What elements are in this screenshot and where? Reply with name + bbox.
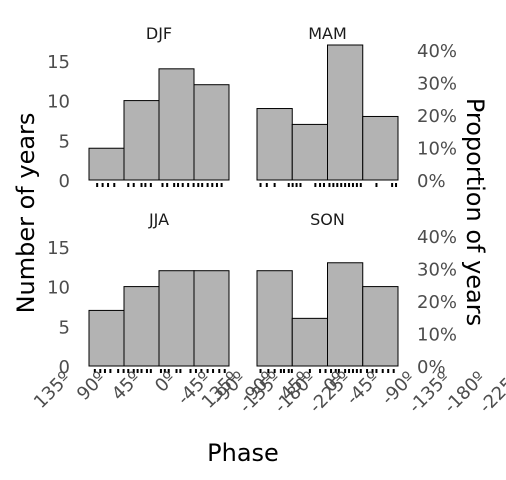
histogram-bar	[362, 115, 399, 181]
y2-tick-label: 20%	[417, 292, 457, 313]
y-axis-title-right: Proportion of years	[461, 98, 489, 326]
panel-title: MAM	[308, 24, 347, 43]
y-tick-label: 5	[59, 131, 70, 152]
histogram-bar	[362, 286, 399, 367]
y2-tick-label: 0%	[417, 357, 446, 378]
y-tick-label: 15	[47, 52, 70, 73]
panel-jja: JJA	[88, 210, 230, 373]
histogram-bar	[291, 123, 328, 181]
histogram-bar	[256, 108, 293, 181]
y-tick-label: 10	[47, 278, 70, 299]
panel-djf: DJF	[88, 24, 230, 187]
histogram-bar	[123, 100, 160, 181]
histogram-bar	[88, 309, 125, 367]
panel-mam: MAM	[256, 24, 399, 187]
y2-tick-label: 30%	[417, 259, 457, 280]
y2-tick-label: 30%	[417, 73, 457, 94]
y2-tick-label: 10%	[417, 324, 457, 345]
histogram-bar	[193, 270, 230, 367]
facet-panels: DJF MAM JJA SON 0 5 10 15 0 5 10 15 0% 10% 20% 30% 40% 0%…	[30, 24, 506, 417]
histogram-bar	[123, 286, 160, 367]
y-tick-label: 0	[59, 171, 70, 192]
histogram-bar	[327, 44, 364, 181]
panel-son: SON	[256, 210, 399, 373]
y-axis-title-left: Number of years	[12, 113, 40, 314]
histogram-bar	[158, 270, 195, 367]
histogram-bar	[193, 84, 230, 181]
y-tick-label: 15	[47, 238, 70, 259]
panel-title: DJF	[146, 24, 172, 43]
panel-title: JJA	[148, 210, 169, 229]
histogram-bar	[88, 147, 125, 181]
y-tick-label: 0	[59, 357, 70, 378]
histogram-bar	[327, 262, 364, 367]
y2-tick-label: 40%	[417, 227, 457, 248]
y2-tick-label: 40%	[417, 41, 457, 62]
y2-tick-label: 10%	[417, 138, 457, 159]
histogram-bar	[158, 68, 195, 181]
x-tick-label: 90º	[73, 368, 110, 405]
y2-tick-label: 0%	[417, 171, 446, 192]
y-tick-label: 10	[47, 92, 70, 113]
panel-title: SON	[310, 210, 345, 229]
x-tick-label: 45º	[108, 368, 145, 405]
histogram-bar	[256, 270, 293, 367]
y-tick-label: 5	[59, 317, 70, 338]
x-tick-label: -45º	[342, 368, 384, 410]
y2-tick-label: 20%	[417, 106, 457, 127]
x-axis-title: Phase	[207, 439, 279, 467]
histogram-bar	[291, 317, 328, 367]
